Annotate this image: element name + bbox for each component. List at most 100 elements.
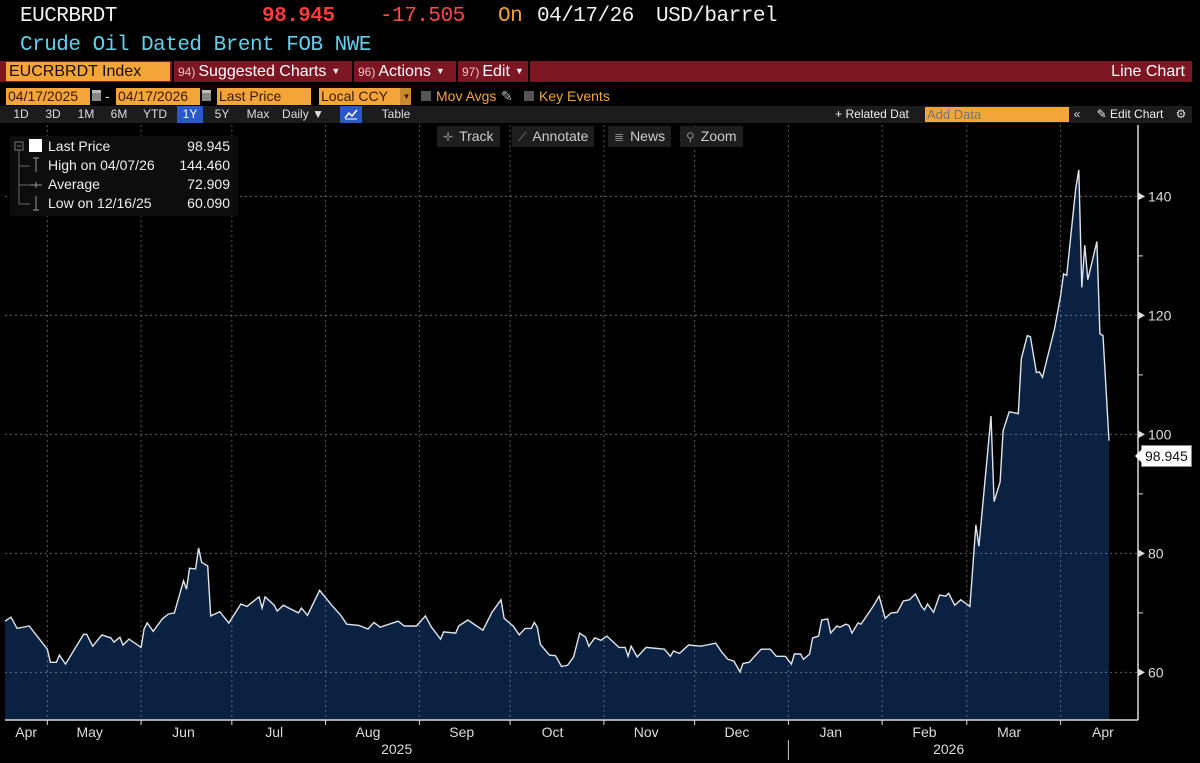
frequency-selector[interactable]: Daily ▼ bbox=[280, 106, 326, 123]
gear-icon[interactable]: ⚙ bbox=[1175, 107, 1187, 121]
last-price-tag: 98.945 bbox=[1135, 445, 1192, 467]
x-month-label: Feb bbox=[912, 724, 936, 740]
x-month-label: May bbox=[76, 724, 102, 740]
legend-low-label: Low on 12/16/25 bbox=[48, 195, 152, 211]
related-data-button[interactable]: + Related Dat bbox=[835, 107, 909, 121]
edit-chart-label: Edit Chart bbox=[1110, 107, 1164, 121]
caret-down-icon: ▼ bbox=[514, 66, 524, 76]
key-events-checkbox[interactable] bbox=[524, 91, 534, 101]
x-month-label: Oct bbox=[542, 724, 564, 740]
y-axis-tick bbox=[1138, 192, 1145, 201]
period-1m[interactable]: 1M bbox=[77, 107, 95, 121]
field-selector[interactable]: Last Price bbox=[217, 88, 311, 105]
x-month-label: Jul bbox=[265, 724, 283, 740]
period-6m[interactable]: 6M bbox=[110, 107, 128, 121]
y-axis-tick bbox=[1138, 430, 1145, 439]
legend-low-value: 60.090 bbox=[187, 195, 230, 211]
mov-avgs-checkbox[interactable] bbox=[421, 91, 431, 101]
y-tick-label: 120 bbox=[1148, 307, 1172, 323]
chart-type-label[interactable]: Line Chart bbox=[1111, 63, 1185, 80]
calendar-icon[interactable] bbox=[92, 90, 101, 101]
actions-menu[interactable]: 96) Actions ▼ bbox=[352, 61, 449, 82]
legend-average-value: 72.909 bbox=[187, 176, 230, 192]
dropdown-arrow-icon[interactable]: ▼ bbox=[400, 88, 411, 105]
crosshair-icon: ✛ bbox=[443, 130, 454, 144]
price-unit: USD/barrel bbox=[656, 5, 778, 28]
news-icon: ≣ bbox=[614, 130, 625, 144]
x-month-label: Dec bbox=[725, 724, 750, 740]
date-separator: - bbox=[105, 88, 110, 104]
period-3d[interactable]: 3D bbox=[45, 107, 61, 121]
table-button[interactable]: Table bbox=[381, 107, 411, 121]
price-line bbox=[4, 169, 1110, 674]
menu-bar: EUCRBRDT Index 94) Suggested Charts ▼ 96) A… bbox=[0, 61, 1192, 82]
edit-menu[interactable]: 97) Edit ▼ bbox=[456, 61, 530, 82]
frequency-label: Daily bbox=[282, 107, 309, 121]
end-date-field[interactable]: 04/17/2026 bbox=[116, 88, 200, 105]
y-tick-label: 100 bbox=[1148, 426, 1172, 442]
x-year-label: 2026 bbox=[933, 741, 964, 757]
edit-chart-button[interactable]: ✎ Edit Chart bbox=[1090, 106, 1170, 123]
news-tool[interactable]: ≣ News bbox=[608, 126, 672, 147]
price-change: -17.505 bbox=[380, 5, 465, 28]
legend-high-label: High on 04/07/26 bbox=[48, 157, 155, 173]
x-year-label: 2025 bbox=[381, 741, 412, 757]
menu-number: 94) bbox=[178, 65, 196, 79]
currency-selector[interactable]: Local CCY bbox=[319, 88, 400, 105]
magnifier-icon: ⚲ bbox=[686, 130, 695, 144]
collapse-icon[interactable]: « bbox=[1073, 107, 1081, 121]
caret-down-icon: ▼ bbox=[331, 66, 341, 76]
suggested-charts-menu[interactable]: 94) Suggested Charts ▼ bbox=[172, 61, 344, 82]
zoom-tool[interactable]: ⚲ Zoom bbox=[680, 126, 743, 147]
y-tick-label: 140 bbox=[1148, 188, 1172, 204]
tool-label: Zoom bbox=[700, 128, 737, 144]
x-month-label: Aug bbox=[355, 724, 380, 740]
mov-avgs-label: Mov Avgs bbox=[436, 88, 497, 104]
tool-label: Annotate bbox=[532, 128, 589, 144]
menu-number: 96) bbox=[358, 65, 376, 79]
price-date: 04/17/26 bbox=[537, 5, 634, 28]
period-1y[interactable]: 1Y bbox=[177, 106, 203, 123]
period-bar: 1D 3D 1M 6M YTD 1Y 5Y Max Daily ▼ Table … bbox=[0, 106, 1192, 123]
add-data-input[interactable] bbox=[925, 107, 1069, 122]
period-max[interactable]: Max bbox=[246, 107, 270, 121]
last-price: 98.945 bbox=[262, 5, 335, 28]
y-tick-label: 80 bbox=[1148, 545, 1164, 561]
pencil-icon: ✎ bbox=[1096, 107, 1107, 121]
legend-last-price-value: 98.945 bbox=[187, 138, 230, 154]
period-ytd[interactable]: YTD bbox=[143, 107, 167, 121]
x-month-label: Sep bbox=[449, 724, 474, 740]
menu-label: Suggested Charts bbox=[198, 63, 327, 80]
x-month-label: Mar bbox=[997, 724, 1021, 740]
pencil-icon[interactable]: ✎ bbox=[501, 88, 513, 104]
period-1d[interactable]: 1D bbox=[13, 107, 29, 121]
y-axis-tick bbox=[1138, 549, 1145, 558]
tool-label: News bbox=[630, 128, 666, 144]
caret-down-icon: ▼ bbox=[435, 66, 445, 76]
menu-number: 97) bbox=[462, 65, 480, 79]
key-events-label: Key Events bbox=[539, 88, 610, 104]
security-description: Crude Oil Dated Brent FOB NWE bbox=[20, 34, 371, 57]
legend-last-price-label: Last Price bbox=[48, 138, 111, 154]
calendar-icon[interactable] bbox=[202, 90, 211, 101]
start-date-field[interactable]: 04/17/2025 bbox=[6, 88, 90, 105]
annotate-tool[interactable]: ⟋ Annotate bbox=[512, 126, 595, 147]
y-axis-tick bbox=[1138, 668, 1145, 677]
x-month-label: Nov bbox=[634, 724, 659, 740]
x-month-label: Jun bbox=[172, 724, 195, 740]
chart-legend: Last Price 98.945 High on 04/07/26 144.4… bbox=[10, 136, 238, 216]
pencil-icon: ⟋ bbox=[518, 130, 527, 144]
x-month-label: Apr bbox=[15, 724, 37, 740]
on-label: On bbox=[498, 5, 523, 28]
track-tool[interactable]: ✛ Track bbox=[437, 126, 500, 147]
security-field[interactable]: EUCRBRDT Index bbox=[6, 62, 170, 81]
menu-label: Actions bbox=[378, 63, 431, 80]
x-month-label: Apr bbox=[1092, 724, 1114, 740]
line-chart-icon[interactable] bbox=[340, 106, 362, 123]
y-axis-tick bbox=[1138, 311, 1145, 320]
y-tick-label: 60 bbox=[1148, 664, 1164, 680]
period-5y[interactable]: 5Y bbox=[214, 107, 230, 121]
price-area bbox=[5, 169, 1109, 720]
x-month-label: Jan bbox=[819, 724, 842, 740]
